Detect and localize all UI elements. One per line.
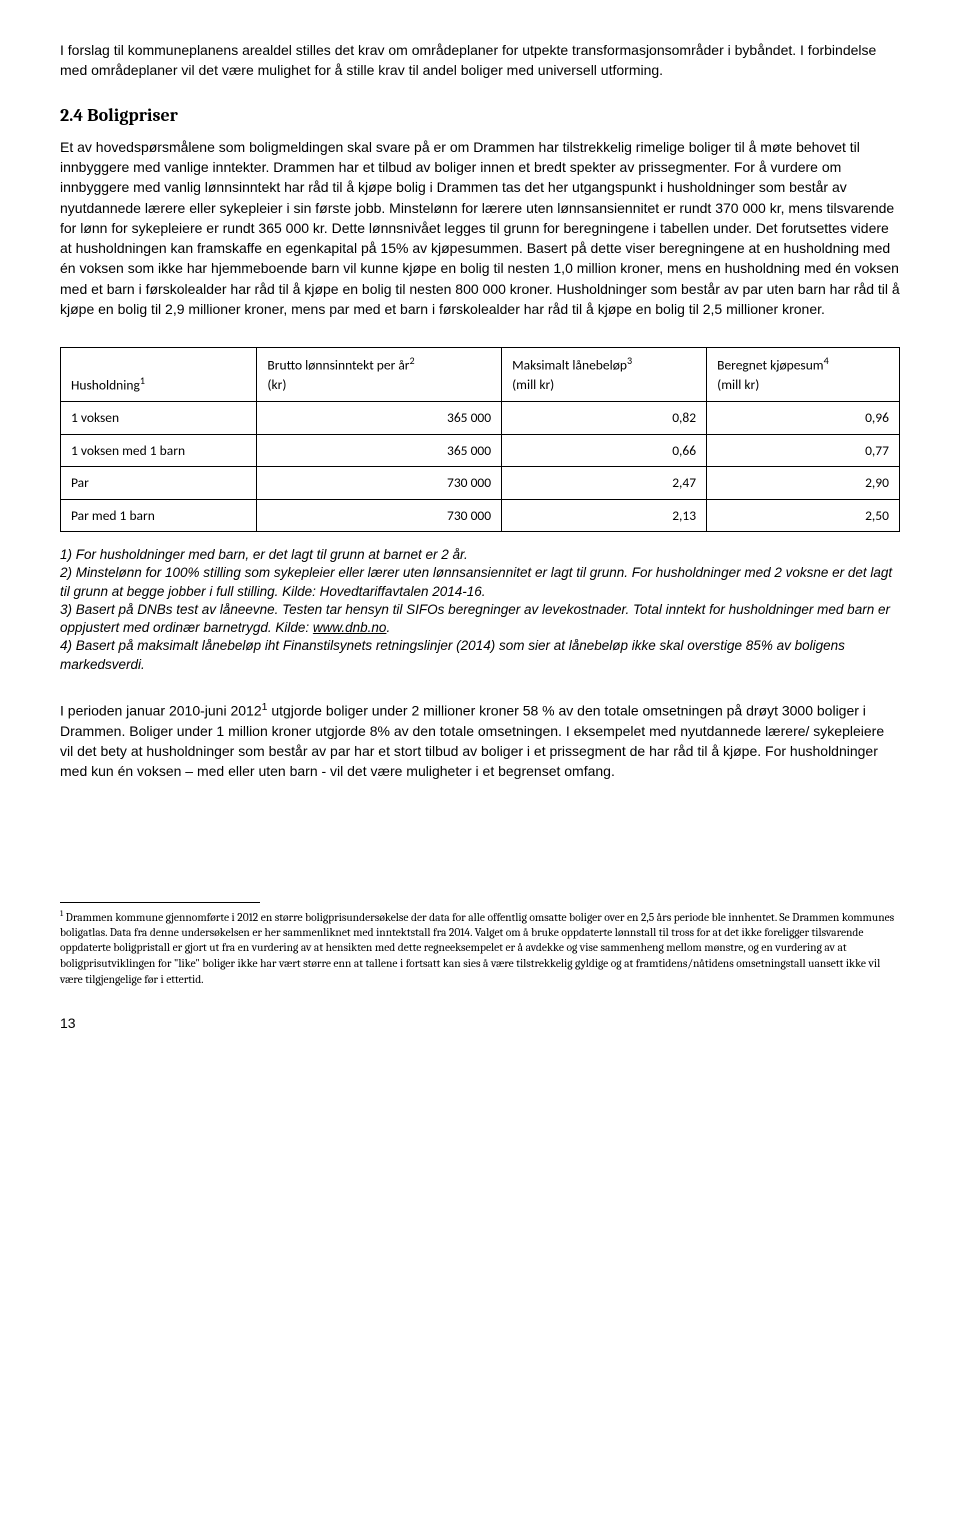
footnote-3-link: www.dnb.no [313, 620, 387, 635]
table-row: 1 voksen 365 000 0,82 0,96 [61, 401, 900, 434]
footnote-4: 4) Basert på maksimalt lånebeløp iht Fin… [60, 638, 845, 671]
section-body-text: Et av hovedspørsmålene som boligmeldinge… [60, 137, 900, 320]
table-row: Par 730 000 2,47 2,90 [61, 467, 900, 500]
col-header-household: Husholdning1 [61, 348, 257, 402]
footnote-separator [60, 902, 260, 903]
col-header-income: Brutto lønnsinntekt per år2 (kr) [257, 348, 502, 402]
row-income: 365 000 [257, 401, 502, 434]
row-loan: 2,47 [502, 467, 707, 500]
row-loan: 0,82 [502, 401, 707, 434]
table-row: Par med 1 barn 730 000 2,13 2,50 [61, 499, 900, 532]
row-price: 2,90 [707, 467, 900, 500]
intro-text: I forslag til kommuneplanens arealdel st… [60, 42, 876, 78]
row-label: 1 voksen [61, 401, 257, 434]
table-footnotes: 1) For husholdninger med barn, er det la… [60, 546, 900, 674]
section-body: Et av hovedspørsmålene som boligmeldinge… [60, 137, 900, 320]
col-header-price: Beregnet kjøpesum4 (mill kr) [707, 348, 900, 402]
affordability-table: Husholdning1 Brutto lønnsinntekt per år2… [60, 347, 900, 532]
row-loan: 2,13 [502, 499, 707, 532]
table-header-row: Husholdning1 Brutto lønnsinntekt per år2… [61, 348, 900, 402]
table-row: 1 voksen med 1 barn 365 000 0,66 0,77 [61, 434, 900, 467]
row-price: 0,96 [707, 401, 900, 434]
footnote-1: 1) For husholdninger med barn, er det la… [60, 547, 468, 562]
row-loan: 0,66 [502, 434, 707, 467]
row-price: 2,50 [707, 499, 900, 532]
section-heading: 2.4 Boligpriser [60, 103, 900, 129]
row-income: 730 000 [257, 499, 502, 532]
closing-paragraph: I perioden januar 2010-juni 20121 utgjor… [60, 700, 900, 782]
closing-text-a: I perioden januar 2010-juni 2012 [60, 702, 262, 718]
endnote-text: Drammen kommune gjennomførte i 2012 en s… [60, 910, 894, 985]
row-label: Par med 1 barn [61, 499, 257, 532]
footnote-3a: 3) Basert på DNBs test av låneevne. Test… [60, 602, 890, 635]
row-label: 1 voksen med 1 barn [61, 434, 257, 467]
page-endnote: 1 Drammen kommune gjennomførte i 2012 en… [60, 909, 900, 987]
row-income: 730 000 [257, 467, 502, 500]
intro-paragraph: I forslag til kommuneplanens arealdel st… [60, 40, 900, 81]
footnote-2: 2) Minstelønn for 100% stilling som syke… [60, 565, 892, 598]
row-price: 0,77 [707, 434, 900, 467]
footnote-3b: . [386, 620, 390, 635]
row-label: Par [61, 467, 257, 500]
col-header-loan: Maksimalt lånebeløp3 (mill kr) [502, 348, 707, 402]
row-income: 365 000 [257, 434, 502, 467]
page-number: 13 [60, 1013, 900, 1033]
